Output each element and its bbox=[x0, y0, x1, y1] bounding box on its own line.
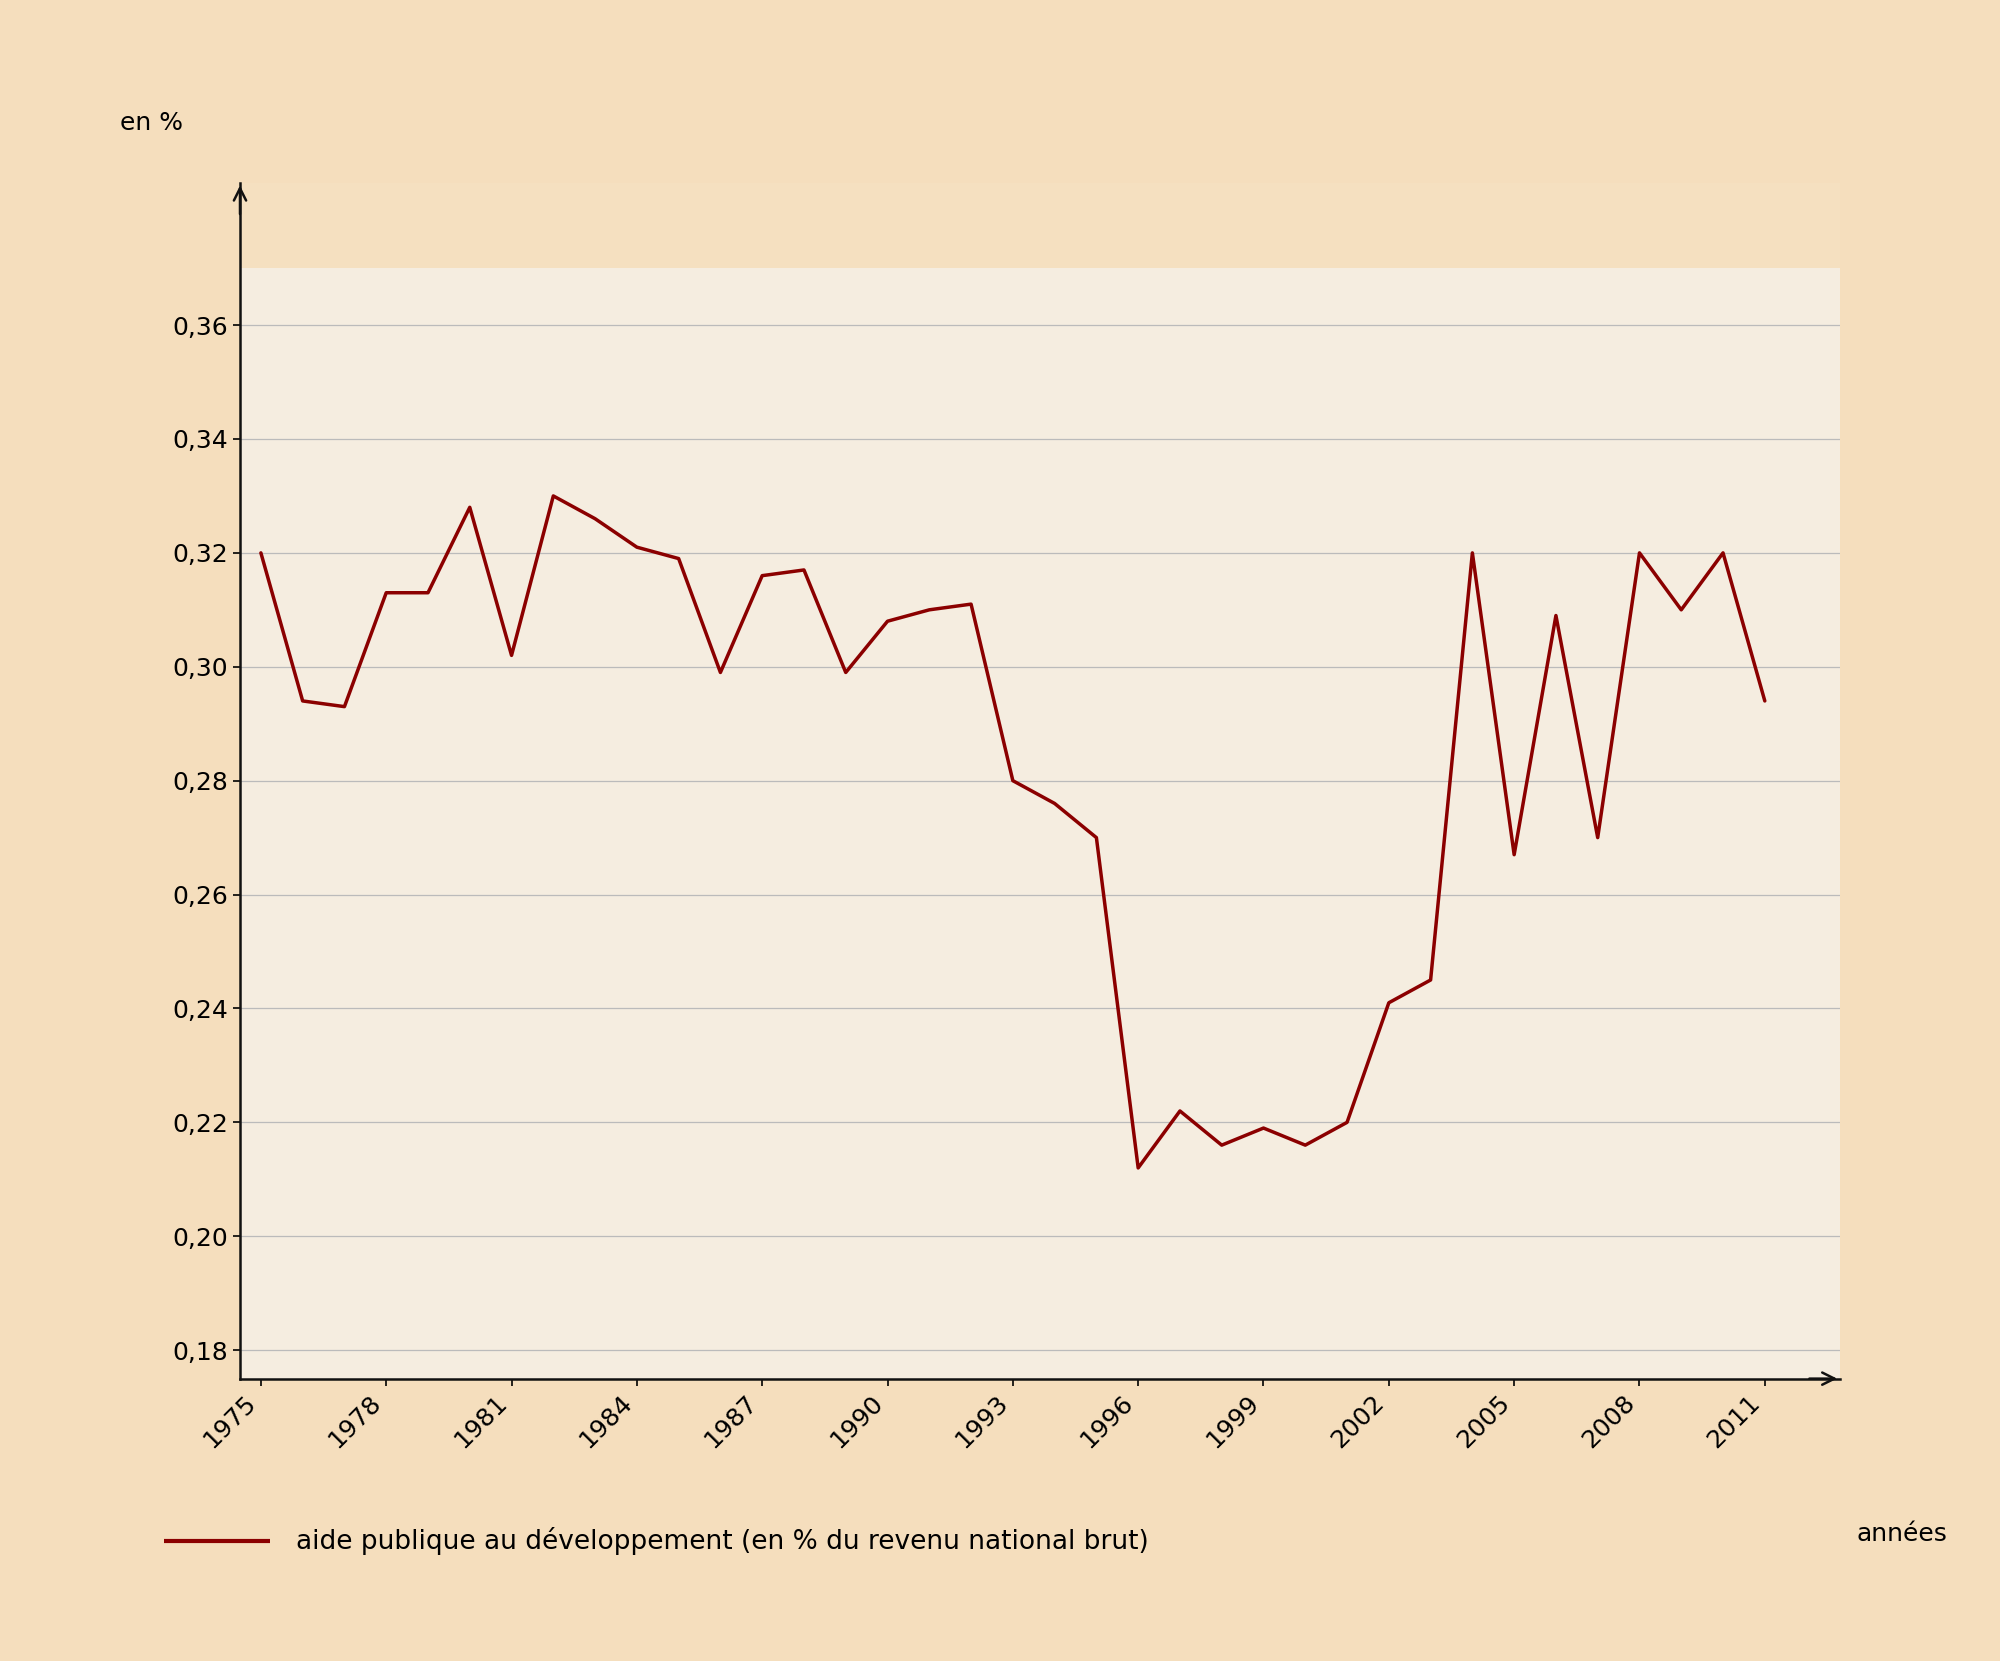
Text: années: années bbox=[1856, 1521, 1946, 1546]
Text: aide publique au développement (en % du revenu national brut): aide publique au développement (en % du … bbox=[296, 1526, 1148, 1555]
Text: en %: en % bbox=[120, 111, 184, 135]
Bar bbox=[240, 183, 1840, 267]
